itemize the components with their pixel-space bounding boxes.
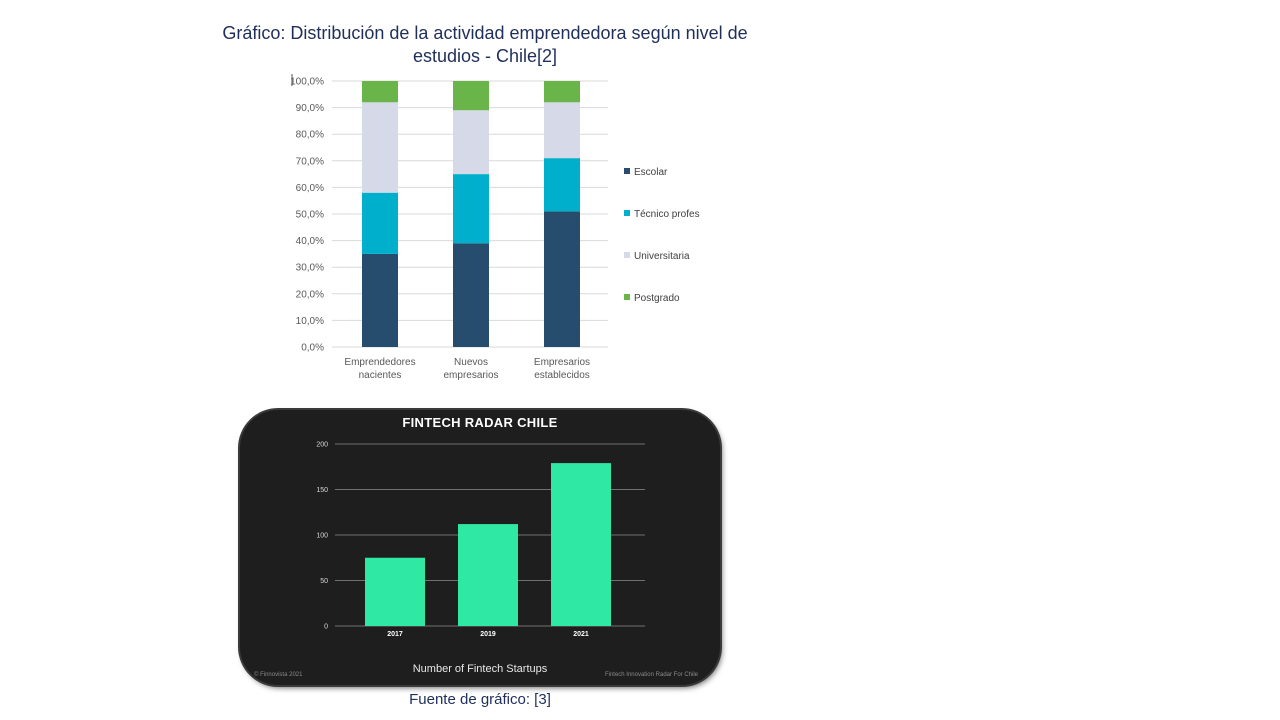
bar-segment — [362, 253, 398, 347]
y-tick-label: 0 — [324, 624, 328, 631]
fintech-bar — [551, 463, 611, 626]
y-tick-label: 100 — [316, 533, 328, 540]
y-tick-label: 50 — [320, 578, 328, 585]
x-tick-label: nacientes — [359, 370, 402, 381]
y-tick-label: 80,0% — [296, 130, 324, 141]
bar-segment — [362, 192, 398, 254]
bar-segment — [544, 81, 580, 103]
x-tick-label: Emprendedores — [344, 357, 415, 368]
x-tick-label: Empresarios — [534, 357, 590, 368]
y-tick-label: 100,0% — [290, 77, 324, 88]
bar-segment — [453, 110, 489, 175]
fintech-radar-card: 0 50 100 150 200 2017 2019 2021 FINTECH RADAR C… — [240, 410, 720, 685]
y-tick-label: 20,0% — [296, 289, 324, 300]
legend-swatch — [624, 210, 630, 216]
y-tick-label: 70,0% — [296, 156, 324, 167]
legend-swatch — [624, 294, 630, 300]
x-tick-label: 2021 — [573, 631, 589, 638]
bar-segment — [453, 243, 489, 347]
fintech-footer-right: Fintech Innovation Radar For Chile — [604, 672, 698, 678]
fintech-x-axis-label: Number of Fintech Startups — [412, 663, 548, 675]
legend-label: Técnico profes — [634, 209, 700, 220]
fintech-bar-chart: 0 50 100 150 200 2017 2019 2021 — [316, 442, 645, 638]
y-tick-label: 40,0% — [296, 236, 324, 247]
source-caption: Fuente de gráfico: [3] — [409, 691, 551, 708]
bar-segment — [362, 102, 398, 193]
legend-label: Universitaria — [634, 251, 690, 262]
x-tick-label: empresarios — [443, 370, 498, 381]
fintech-bar — [458, 524, 518, 626]
legend-label: Escolar — [634, 167, 668, 178]
y-tick-label: 90,0% — [296, 103, 324, 114]
fintech-chart-title: FINTECH RADAR CHILE — [402, 415, 558, 430]
legend-label: Postgrado — [634, 293, 680, 304]
x-tick-label: establecidos — [534, 370, 590, 381]
y-tick-label: 0,0% — [301, 343, 324, 354]
y-tick-label: 60,0% — [296, 183, 324, 194]
x-tick-label: 2019 — [480, 631, 496, 638]
y-tick-label: 30,0% — [296, 263, 324, 274]
x-tick-label: Nuevos — [454, 357, 488, 368]
x-tick-label: 2017 — [387, 631, 403, 638]
y-tick-label: 50,0% — [296, 210, 324, 221]
fintech-bar — [365, 557, 425, 626]
slide-title: Gráfico: Distribución de la actividad em… — [222, 23, 748, 66]
bar-segment — [362, 81, 398, 103]
bar-segment — [544, 211, 580, 347]
fintech-footer-left: © Finnovista 2021 — [254, 672, 303, 678]
bar-segment — [453, 81, 489, 111]
y-tick-label: 200 — [316, 442, 328, 449]
bar-segment — [544, 102, 580, 159]
y-tick-label: 10,0% — [296, 316, 324, 327]
legend-swatch — [624, 252, 630, 258]
legend-swatch — [624, 168, 630, 174]
y-tick-label: 150 — [316, 487, 328, 494]
bar-segment — [544, 158, 580, 212]
education-stacked-bar-chart: 0,0% 10,0% 20,0% 30,0% 40,0% 50,0% 60,0% 70,0% 8… — [290, 74, 700, 381]
bar-segment — [453, 174, 489, 244]
